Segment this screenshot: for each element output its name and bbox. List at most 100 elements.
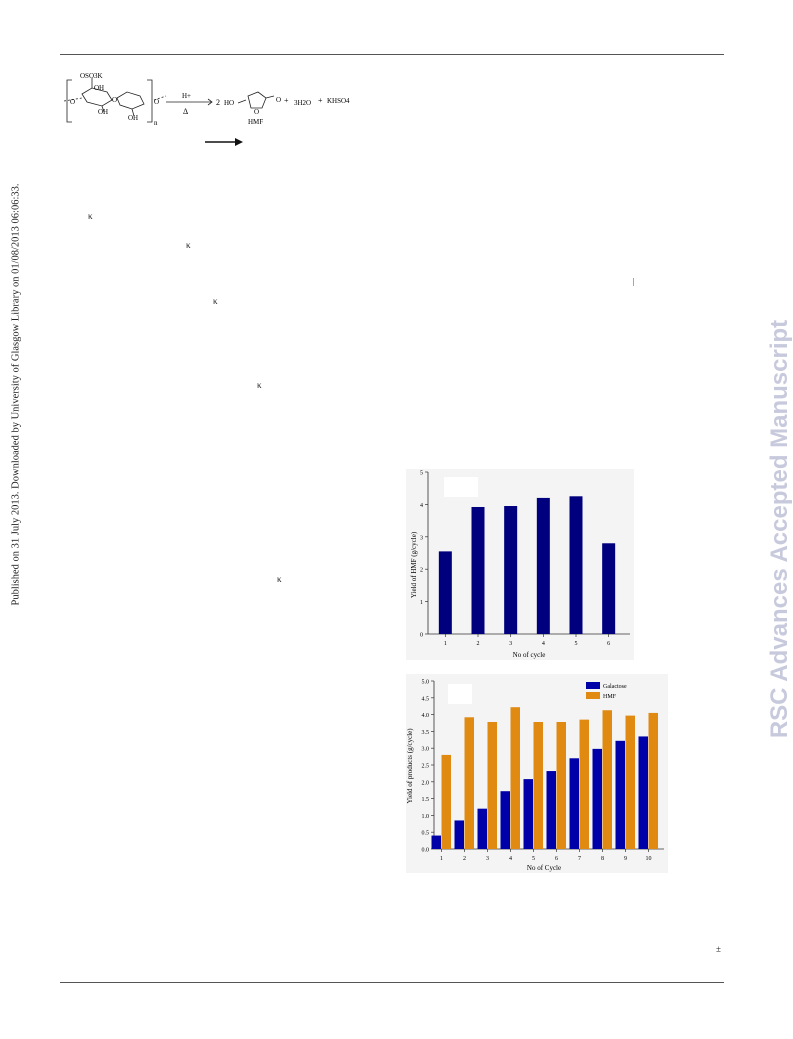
bar-galactose	[638, 736, 648, 849]
water-label: 3H2O	[294, 99, 311, 107]
bar-galactose	[477, 808, 487, 849]
x-tick-label: 8	[601, 856, 604, 862]
accepted-manuscript-watermark: RSC Advances Accepted Manuscript	[766, 319, 793, 739]
hydroxyl-label: OH	[98, 108, 108, 116]
coefficient: 2	[216, 98, 220, 107]
x-tick-label: 10	[646, 856, 652, 862]
legend-label: Galactose	[603, 684, 627, 690]
bar-hmf	[648, 712, 658, 849]
y-tick-label: 4.0	[422, 713, 430, 719]
bar-hmf-yield	[471, 506, 485, 634]
kappa-mark: κ	[186, 240, 191, 250]
bar-hmf-yield	[504, 506, 518, 634]
bar-galactose	[592, 748, 602, 849]
kappa-mark: κ	[257, 380, 262, 390]
bar-hmf	[464, 717, 474, 849]
product-yield-chart: Yield of products (g/cycle) No of Cycle …	[406, 674, 668, 873]
x-tick-label: 5	[532, 856, 535, 862]
repeat-index: n	[154, 119, 158, 127]
bar-hmf	[441, 754, 451, 849]
y-tick-label: 0.0	[422, 848, 430, 854]
bar-hmf	[579, 719, 589, 849]
x-tick-label: 9	[624, 856, 627, 862]
y-tick-label: 2.0	[422, 780, 430, 786]
bar-hmf	[510, 707, 520, 849]
x-axis-label: No of cycle	[513, 651, 546, 659]
inset-label-box	[444, 477, 478, 497]
bar-hmf	[625, 715, 635, 849]
salt-label: KHSO4	[327, 97, 350, 105]
hmf-yield-plot: Yield of HMF (g/cycle) No of cycle 0 1 2 3 4…	[410, 471, 630, 659]
x-tick-label: 3	[509, 641, 512, 647]
catalyst-label: H+	[182, 92, 191, 100]
y-tick-label: 4	[420, 503, 423, 509]
y-tick-label: 3	[420, 535, 423, 541]
kappa-mark: κ	[88, 211, 93, 221]
bar-hmf	[533, 721, 543, 849]
x-tick-label: 4	[542, 641, 545, 647]
y-tick-label: 2.5	[422, 764, 430, 770]
inset-label-box	[448, 684, 472, 704]
bar-galactose	[431, 835, 441, 849]
hydroxymethyl-label: HO	[224, 99, 234, 107]
bar-hmf-yield	[602, 543, 616, 634]
bar-galactose	[615, 740, 625, 849]
plus-minus-mark: ±	[716, 944, 721, 954]
x-tick-label: 6	[555, 856, 558, 862]
y-tick-label: 1.0	[422, 814, 430, 820]
oxygen-label: O	[154, 98, 159, 106]
x-tick-label: 6	[607, 641, 610, 647]
y-tick-label: 3.5	[422, 730, 430, 736]
oxygen-label: O	[112, 96, 117, 104]
publication-note: Published on 31 July 2013. Downloaded by…	[10, 183, 22, 606]
x-tick-label: 4	[509, 856, 512, 862]
hydroxyl-label: OH	[94, 84, 104, 92]
legend-label: HMF	[603, 694, 617, 700]
x-tick-label: 1	[444, 641, 447, 647]
y-tick-label: 4.5	[422, 696, 430, 702]
bar-hmf-yield	[438, 551, 452, 634]
y-tick-label: 2	[420, 568, 423, 574]
plus-sign: +	[318, 96, 323, 105]
x-tick-label: 2	[477, 641, 480, 647]
x-tick-label: 5	[575, 641, 578, 647]
bar-hmf-yield	[569, 496, 583, 634]
hydroxyl-label: OH	[128, 114, 138, 122]
bar-galactose	[454, 820, 464, 849]
bar-hmf	[556, 721, 566, 849]
hmf-yield-chart: Yield of HMF (g/cycle) No of cycle 0 1 2 3 4…	[406, 469, 634, 660]
bar-galactose	[546, 771, 556, 849]
plus-sign: +	[284, 96, 289, 105]
y-tick-label: 1	[420, 600, 423, 606]
legend-swatch-hmf	[586, 692, 600, 699]
y-tick-label: 3.0	[422, 747, 430, 753]
bar-galactose	[523, 779, 533, 849]
x-axis-label: No of Cycle	[527, 864, 561, 872]
x-tick-label: 2	[463, 856, 466, 862]
y-tick-label: 1.5	[422, 797, 430, 803]
bar-hmf-yield	[536, 497, 550, 634]
pipe-mark: |	[633, 277, 635, 286]
bar-hmf	[602, 710, 612, 849]
bar-hmf	[487, 721, 497, 849]
product-yield-plot: Yield of products (g/cycle) No of Cycle …	[406, 680, 664, 872]
oxygen-label: O	[70, 98, 75, 106]
kappa-mark: κ	[277, 574, 282, 584]
aldehyde-oxygen: O	[276, 96, 281, 104]
reaction-scheme: OSO3K OH OH OH O O O n H+ Δ 2 HO O O + 3…	[63, 72, 350, 127]
y-tick-label: 0.5	[422, 831, 430, 837]
x-tick-label: 7	[578, 856, 581, 862]
furan-oxygen: O	[254, 108, 259, 116]
y-axis-label: Yield of products (g/cycle)	[406, 728, 414, 804]
x-tick-label: 1	[440, 856, 443, 862]
reaction-arrow	[205, 138, 243, 146]
legend-swatch-galactose	[586, 682, 600, 689]
sulfate-group: OSO3K	[80, 72, 103, 80]
bar-galactose	[569, 758, 579, 849]
bar-galactose	[500, 791, 510, 849]
y-axis-label: Yield of HMF (g/cycle)	[410, 531, 418, 598]
heat-label: Δ	[183, 107, 188, 116]
y-tick-label: 5.0	[422, 680, 430, 686]
bottom-rule	[60, 982, 724, 983]
y-tick-label: 0	[420, 633, 423, 639]
